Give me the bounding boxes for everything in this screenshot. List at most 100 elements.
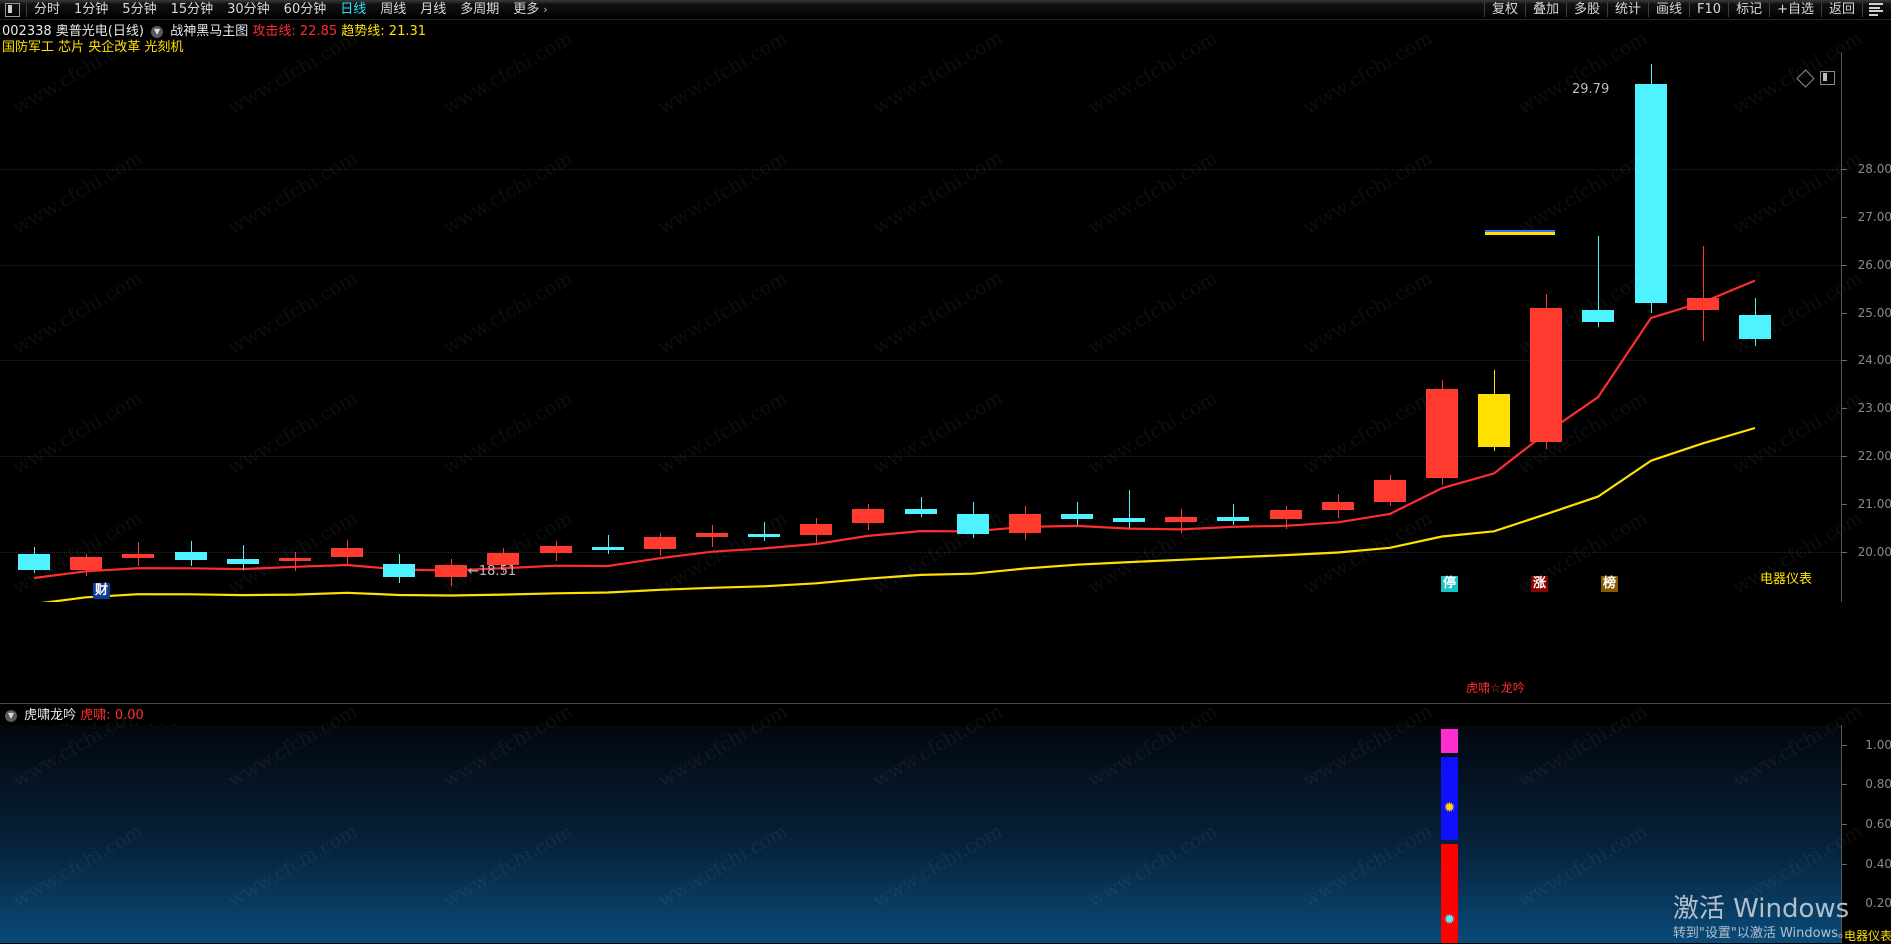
sub-y-tick-label: 0.40 [1865, 856, 1891, 871]
signal-marker-1[interactable]: 涨 [1531, 576, 1549, 592]
candle-wick [764, 522, 765, 542]
signal-marker-0[interactable]: 停 [1441, 576, 1459, 592]
trend-line-value: 21.31 [388, 24, 427, 39]
function-item-6[interactable]: 标记 [1736, 2, 1763, 17]
main-price-pane[interactable]: www.cfchi.com www.cfchi.com www.cfchi.com w… [0, 27, 1866, 602]
watermark: www.cfchi.com [1084, 387, 1222, 479]
period-item-8[interactable]: 月线 [420, 2, 447, 17]
candle-body [1165, 517, 1197, 523]
candle-body [435, 565, 467, 577]
period-item-7[interactable]: 周线 [380, 2, 407, 17]
watermark: www.cfchi.com [224, 147, 362, 239]
watermark: www.cfchi.com [224, 820, 362, 912]
signal-marker-line-blue [1485, 230, 1555, 232]
period-item-6[interactable]: 日线 [340, 2, 367, 17]
sub-indicator-name[interactable]: 虎啸龙吟 [24, 708, 77, 723]
chevron-right-icon[interactable]: › [543, 3, 548, 16]
y-tick-mark [1842, 551, 1847, 553]
sub-indicator-dropdown-icon[interactable]: ▼ [5, 710, 17, 722]
watermark: www.cfchi.com [1299, 147, 1437, 239]
y-tick-mark [1842, 408, 1847, 410]
watermark: www.cfchi.com [224, 387, 362, 479]
watermark: www.cfchi.com [1084, 507, 1222, 599]
toolbar-divider-right [1862, 2, 1863, 17]
candle-wick [1233, 503, 1234, 526]
watermark: www.cfchi.com [1514, 820, 1652, 912]
period-item-4[interactable]: 30分钟 [227, 2, 270, 17]
candle-body [1322, 501, 1354, 510]
watermark: www.cfchi.com [1514, 27, 1652, 119]
candle-body [1739, 315, 1771, 339]
signal-marker-2[interactable]: 榜 [1601, 576, 1619, 592]
financial-marker[interactable]: 财 [93, 583, 111, 599]
period-item-0[interactable]: 分时 [34, 2, 61, 17]
watermark: www.cfchi.com [9, 820, 147, 912]
activation-line1: 激活 Windows [1672, 894, 1850, 924]
panel-toggle-icon[interactable] [1820, 71, 1835, 85]
candle-body [1113, 518, 1145, 523]
function-item-3[interactable]: 统计 [1615, 2, 1642, 17]
period-item-9[interactable]: 多周期 [460, 2, 500, 17]
candle-wick [1077, 501, 1078, 526]
y-tick-label: 28.00 [1857, 162, 1891, 177]
panel-layout-icon[interactable] [5, 2, 20, 17]
candle-body [800, 524, 832, 536]
watermark: www.cfchi.com [654, 387, 792, 479]
watermark: www.cfchi.com [654, 27, 792, 119]
candle-body [1061, 514, 1093, 520]
watermark: www.cfchi.com [1084, 820, 1222, 912]
function-item-5[interactable]: F10 [1697, 2, 1722, 17]
sub-indicator-line: ▼ 虎啸龙吟 虎啸: 0.00 [2, 704, 144, 723]
toolbar-sep-5 [1689, 2, 1691, 17]
function-item-7[interactable]: +自选 [1777, 2, 1814, 17]
candle-body [487, 552, 519, 566]
candle-wick [608, 535, 609, 555]
gridline [0, 360, 1841, 362]
period-item-1[interactable]: 1分钟 [74, 2, 109, 17]
function-item-4[interactable]: 画线 [1656, 2, 1683, 17]
candle-body [696, 532, 728, 538]
y-tick-label: 26.00 [1857, 257, 1891, 272]
diamond-icon[interactable] [1796, 69, 1815, 88]
toolbar-sep-7 [1769, 2, 1771, 17]
function-item-2[interactable]: 多股 [1573, 2, 1600, 17]
candle-body [540, 546, 572, 553]
sub-signal-text: 虎啸☆龙吟 [1466, 681, 1525, 695]
function-item-0[interactable]: 复权 [1491, 2, 1518, 17]
watermark: www.cfchi.com [439, 147, 577, 239]
candle-body [1687, 298, 1719, 311]
high-price-callout: 29.79 [1572, 82, 1610, 97]
sub-indicator-pane[interactable]: www.cfchi.com www.cfchi.com www.cfchi.com w… [0, 681, 1866, 943]
period-item-2[interactable]: 5分钟 [122, 2, 157, 17]
toolbar-sep-8 [1820, 2, 1822, 17]
candle-body [1530, 307, 1562, 442]
main-indicator-name[interactable]: 战神黑马主图 [170, 24, 249, 39]
stock-code: 002338 [2, 24, 52, 39]
watermark: www.cfchi.com [869, 820, 1007, 912]
candle-wick [921, 496, 922, 518]
sector-label: 电器仪表 [1760, 572, 1813, 587]
sub-axis-name: 电器仪表 [1844, 929, 1891, 943]
list-menu-icon[interactable] [1869, 3, 1883, 16]
watermark: www.cfchi.com [869, 27, 1007, 119]
candle-body [1217, 517, 1249, 521]
period-item-5[interactable]: 60分钟 [283, 2, 327, 17]
y-tick-mark [1842, 360, 1847, 362]
gridline [0, 169, 1841, 171]
period-item-10[interactable]: 更多 [513, 2, 540, 17]
indicator-bar-0 [1441, 728, 1458, 753]
toolbar-sep-4 [1648, 2, 1650, 17]
watermark: www.cfchi.com [654, 267, 792, 359]
candle-wick [138, 542, 139, 567]
low-price-callout: ←18.51 [468, 564, 517, 579]
indicator-dropdown-icon[interactable]: ▼ [151, 26, 164, 38]
watermark: www.cfchi.com [1084, 27, 1222, 119]
function-item-8[interactable]: 返回 [1828, 2, 1855, 17]
function-item-1[interactable]: 叠加 [1532, 2, 1559, 17]
y-tick-label: 23.00 [1857, 401, 1891, 416]
watermark: www.cfchi.com [869, 387, 1007, 479]
y-tick-label: 20.00 [1857, 544, 1891, 559]
period-item-3[interactable]: 15分钟 [170, 2, 214, 17]
candle-body [122, 554, 154, 558]
candle-body [1426, 389, 1458, 478]
